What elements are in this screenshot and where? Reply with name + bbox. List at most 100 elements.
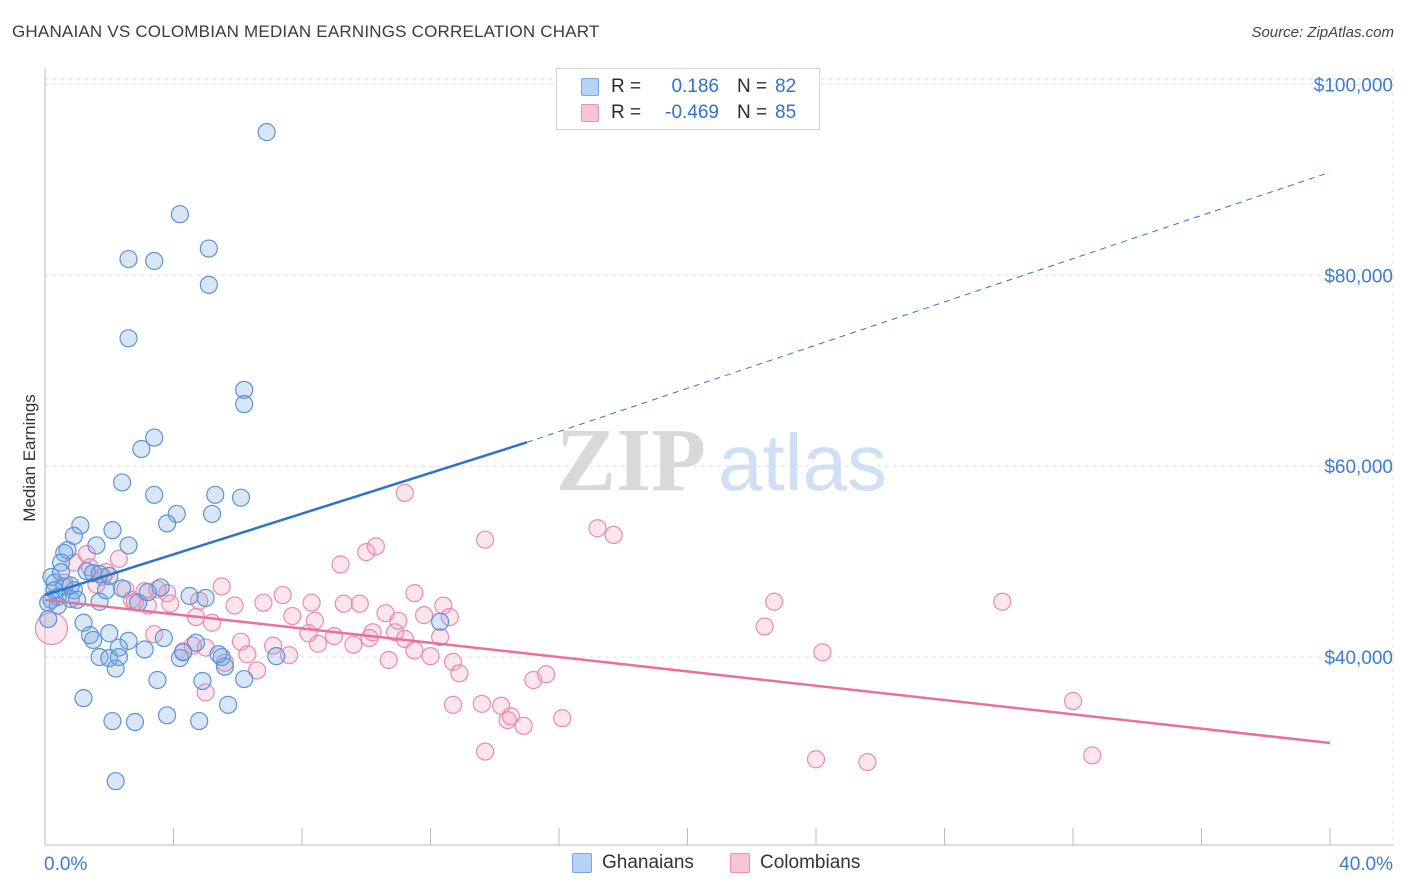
blue-swatch xyxy=(581,78,599,96)
ghanaian-point xyxy=(235,395,254,414)
ghanaian-point xyxy=(119,536,138,555)
colombian-point xyxy=(302,593,321,612)
colombian-point xyxy=(386,623,405,642)
ghanaian-point xyxy=(267,647,286,666)
ghanaian-point xyxy=(206,485,225,504)
ghanaian-point xyxy=(100,624,119,643)
series-legend: Ghanaians Colombians xyxy=(0,852,1406,876)
watermark-atlas: atlas xyxy=(718,418,887,507)
colombian-point xyxy=(247,661,267,680)
ghanaian-point xyxy=(212,647,231,667)
colombian-point xyxy=(537,665,556,684)
ghanaian-point xyxy=(51,563,71,582)
trend-lines xyxy=(44,171,1331,745)
colombian-point xyxy=(350,594,369,613)
colombian-point xyxy=(334,594,353,613)
ghanaian-point xyxy=(96,581,116,600)
colombian-point xyxy=(806,750,826,769)
colombian-point xyxy=(263,636,283,655)
colombian-point xyxy=(993,592,1012,611)
ghanaian-point xyxy=(103,711,122,731)
colombian-point xyxy=(389,611,408,630)
colombian-point xyxy=(472,694,491,713)
ghanaian-point xyxy=(180,586,199,606)
ghanaian-point xyxy=(219,695,238,714)
r-label: R = xyxy=(611,76,642,97)
ghanaian-point xyxy=(39,609,58,629)
colombian-point xyxy=(34,611,69,646)
legend-item-colombians[interactable]: Colombians xyxy=(730,852,860,874)
colombian-point xyxy=(501,707,520,726)
ghanaian-point xyxy=(132,439,151,459)
ghanaian-point xyxy=(71,516,90,535)
ghanaian-point xyxy=(90,647,109,667)
n-label: N = xyxy=(737,76,768,97)
legend-row-colombians: R = -0.469 N = 85 xyxy=(581,101,796,125)
colombian-point xyxy=(196,683,215,702)
colombian-point xyxy=(1063,691,1083,711)
ghanaian-point xyxy=(138,583,157,602)
n-value: 82 xyxy=(775,76,797,97)
y-tick-label: $40,000 xyxy=(1324,648,1393,669)
ghanaian-trend-extension xyxy=(526,171,1331,443)
axes xyxy=(44,68,1393,846)
ghanaian-point xyxy=(119,329,138,348)
ghanaian-point xyxy=(209,645,228,664)
ghanaian-point xyxy=(174,643,193,662)
ghanaian-point xyxy=(100,648,119,668)
colombian-point xyxy=(161,594,180,613)
ghanaian-trend-line xyxy=(44,441,528,597)
colombian-point xyxy=(476,742,495,761)
ghanaian-point xyxy=(235,669,254,689)
ghanaian-point xyxy=(51,553,71,572)
ghanaian-point xyxy=(431,612,450,631)
source-credit: Source: ZipAtlas.com xyxy=(1251,24,1394,41)
ghanaian-point xyxy=(154,628,173,648)
ghanaian-point xyxy=(112,579,132,598)
ghanaian-point xyxy=(42,567,61,587)
r-value: 0.186 xyxy=(671,76,719,97)
colombian-point xyxy=(476,530,495,549)
legend-item-ghanaians[interactable]: Ghanaians xyxy=(572,852,694,874)
ghanaian-point xyxy=(87,536,106,555)
colombian-point xyxy=(405,641,424,660)
n-value: 85 xyxy=(775,102,797,123)
ghanaian-point xyxy=(145,485,164,504)
ghanaian-point xyxy=(196,588,215,608)
ghanaian-point xyxy=(231,488,251,507)
colombian-point xyxy=(283,606,302,626)
colombian-point xyxy=(225,596,244,615)
ghanaian-point xyxy=(74,689,93,708)
colombian-point xyxy=(813,643,832,662)
colombian-point xyxy=(145,625,164,644)
watermark-zip: ZIP xyxy=(556,411,706,510)
tick-labels: $40,000 $60,000 $80,000 $100,000 0.0% 40.0% xyxy=(44,75,1393,875)
ghanaian-point xyxy=(167,504,186,524)
legend-label-colombians: Colombians xyxy=(760,852,861,873)
colombian-point xyxy=(183,636,202,655)
correlation-legend: R = 0.186 N = 82 R = -0.469 N = 85 xyxy=(556,68,820,130)
ghanaian-point xyxy=(145,251,164,271)
colombian-point xyxy=(331,555,350,574)
ghanaian-point xyxy=(109,647,128,667)
colombian-point xyxy=(360,628,379,648)
ghanaian-point xyxy=(157,706,177,725)
colombian-point xyxy=(212,577,231,596)
ghanaian-point xyxy=(125,712,145,732)
colombian-point xyxy=(395,483,414,503)
colombian-point xyxy=(273,585,292,605)
blue-points xyxy=(39,123,450,791)
ghanaian-point xyxy=(145,428,164,447)
ghanaian-point xyxy=(193,671,212,691)
ghanaian-point xyxy=(199,239,218,258)
ghanaian-point xyxy=(148,670,167,690)
ghanaian-point xyxy=(186,633,206,652)
colombian-trend-line xyxy=(44,598,1331,745)
ghanaian-point xyxy=(170,648,190,668)
y-axis-label: Median Earnings xyxy=(20,394,39,522)
colombian-point xyxy=(443,695,463,714)
colombian-point xyxy=(1083,746,1102,765)
colombian-point xyxy=(431,627,450,647)
x-tick-label-max: 40.0% xyxy=(1339,854,1393,875)
